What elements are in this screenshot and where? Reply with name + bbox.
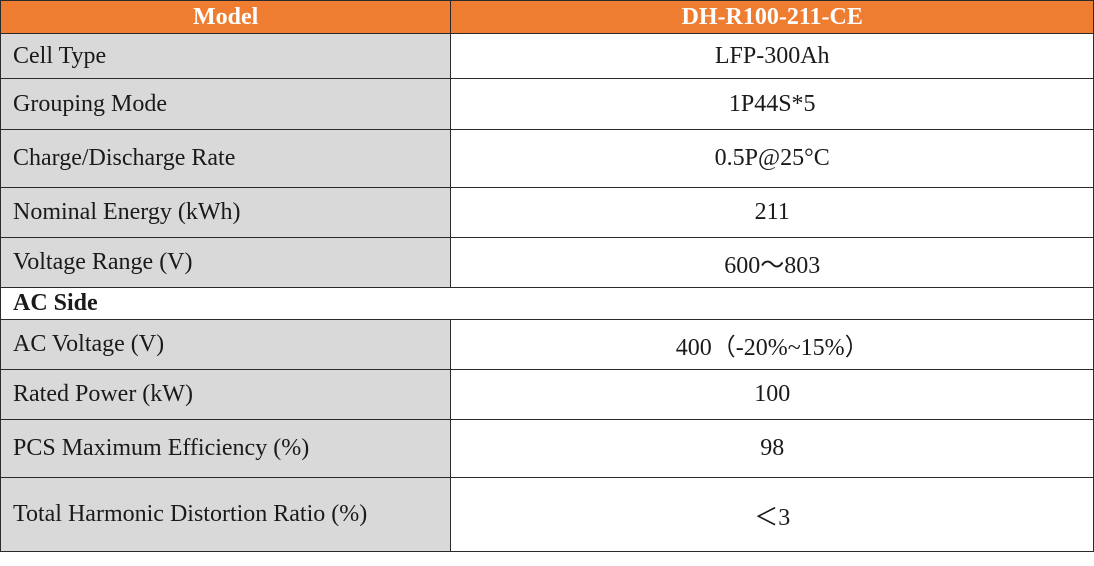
row-label-grouping-mode: Grouping Mode [0, 78, 452, 130]
spec-table: Model DH-R100-211-CE Cell Type LFP-300Ah… [0, 0, 1094, 552]
row-label-voltage-range: Voltage Range (V) [0, 237, 452, 288]
table-body: Cell Type LFP-300Ah Grouping Mode 1P44S*… [0, 33, 1094, 552]
row-value-grouping-mode: 1P44S*5 [450, 78, 1094, 130]
row-label-nominal-energy: Nominal Energy (kWh) [0, 187, 452, 238]
row-label-cell-type: Cell Type [0, 33, 452, 79]
row-label-rated-power: Rated Power (kW) [0, 369, 452, 420]
header-model-value: DH-R100-211-CE [450, 0, 1094, 34]
table-row: Cell Type LFP-300Ah [0, 33, 1094, 79]
row-label-charge-discharge-rate: Charge/Discharge Rate [0, 129, 452, 188]
header-label: Model [0, 0, 452, 34]
table-row: Grouping Mode 1P44S*5 [0, 78, 1094, 130]
row-value-voltage-range: 600～803 [450, 237, 1094, 288]
table-row: Charge/Discharge Rate 0.5P@25°C [0, 129, 1094, 188]
section-row-ac-side: AC Side [0, 287, 1094, 320]
row-value-pcs-max-efficiency: 98 [450, 419, 1094, 478]
row-label-total-harmonic-distortion: Total Harmonic Distortion Ratio (%) [0, 477, 452, 552]
row-value-total-harmonic-distortion: ＜3 [450, 477, 1094, 552]
row-label-pcs-max-efficiency: PCS Maximum Efficiency (%) [0, 419, 452, 478]
row-value-charge-discharge-rate: 0.5P@25°C [450, 129, 1094, 188]
row-value-nominal-energy: 211 [450, 187, 1094, 238]
section-title-ac-side: AC Side [0, 287, 1094, 320]
table-row: AC Voltage (V) 400（-20%~15%） [0, 319, 1094, 370]
table-row: Nominal Energy (kWh) 211 [0, 187, 1094, 238]
table-header: Model DH-R100-211-CE [0, 0, 1094, 34]
table-row: Total Harmonic Distortion Ratio (%) ＜3 [0, 477, 1094, 552]
table-row: PCS Maximum Efficiency (%) 98 [0, 419, 1094, 478]
row-value-cell-type: LFP-300Ah [450, 33, 1094, 79]
row-value-ac-voltage: 400（-20%~15%） [450, 319, 1094, 370]
header-row: Model DH-R100-211-CE [0, 0, 1094, 34]
row-value-rated-power: 100 [450, 369, 1094, 420]
table-row: Voltage Range (V) 600～803 [0, 237, 1094, 288]
table-row: Rated Power (kW) 100 [0, 369, 1094, 420]
row-label-ac-voltage: AC Voltage (V) [0, 319, 452, 370]
